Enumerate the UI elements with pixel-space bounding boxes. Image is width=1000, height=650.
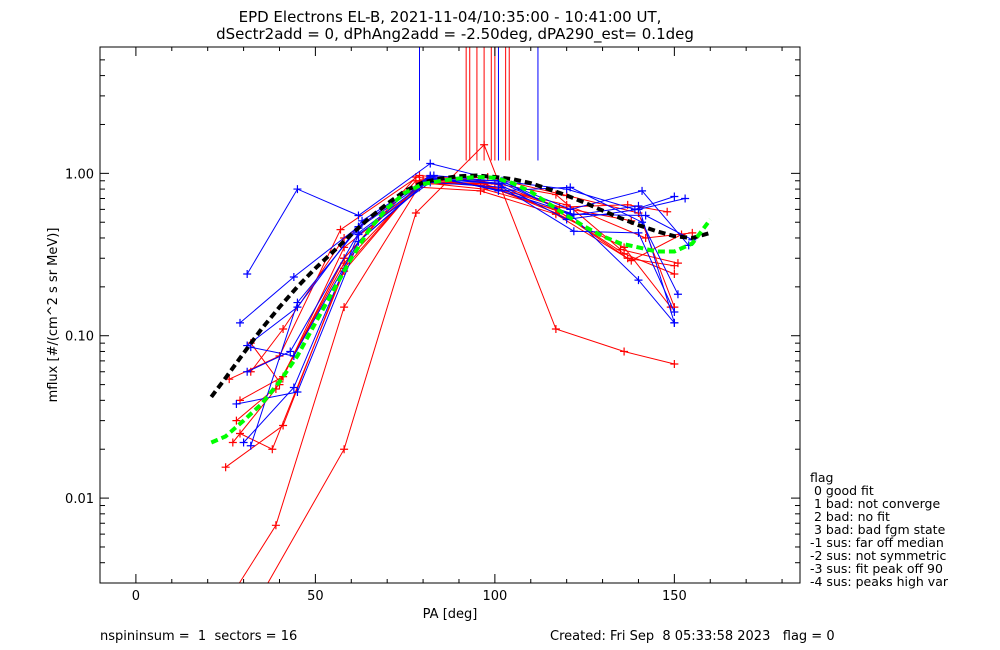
data-point	[415, 171, 424, 180]
data-point	[261, 584, 269, 592]
data-point	[286, 347, 295, 356]
data-point	[673, 259, 682, 268]
legend-item: 3 bad: bad fgm state	[810, 522, 946, 537]
data-point	[673, 290, 682, 299]
chart-title: EPD Electrons EL-B, 2021-11-04/10:35:00 …	[216, 8, 694, 44]
x-tick-label: 0	[132, 589, 140, 604]
data-point	[620, 347, 629, 356]
series-line	[250, 178, 675, 357]
data-point	[354, 211, 363, 220]
data-point	[225, 615, 233, 623]
data-point	[243, 367, 252, 376]
plot-area	[209, 47, 712, 623]
data-point	[236, 318, 244, 327]
data-point	[243, 269, 252, 278]
data-point	[670, 192, 679, 201]
data-point	[569, 227, 578, 236]
legend-item: 2 bad: no fit	[810, 509, 890, 524]
data-point	[638, 186, 647, 195]
data-point	[681, 194, 690, 203]
series-line	[246, 176, 693, 346]
data-point	[670, 359, 679, 368]
legend-item: -1 sus: far off median	[810, 535, 944, 550]
legend-item: -2 sus: not symmetric	[810, 548, 946, 563]
fit-curve	[210, 174, 712, 445]
data-point	[411, 208, 420, 217]
y-tick-label: 0.10	[65, 330, 94, 345]
data-point	[566, 183, 575, 192]
data-point	[340, 303, 349, 312]
data-point	[616, 245, 625, 254]
data-point	[246, 441, 255, 450]
data-point	[663, 207, 672, 216]
data-point	[228, 438, 237, 447]
legend-item: -3 sus: fit peak off 90	[810, 561, 943, 576]
data-point	[620, 243, 629, 252]
data-point	[670, 318, 679, 327]
data-point	[239, 438, 248, 447]
data-point	[426, 159, 435, 168]
series-line	[239, 180, 668, 401]
y-axis-label: mflux [#/(cm^2 s sr MeV)]	[46, 228, 61, 403]
data-point	[340, 445, 349, 454]
data-point	[670, 307, 679, 316]
data-point	[670, 269, 679, 278]
series-line	[236, 177, 675, 405]
data-point	[551, 325, 560, 334]
data-point	[641, 211, 650, 220]
plot-frame	[99, 46, 801, 584]
y-tick-label: 0.01	[65, 492, 94, 507]
legend-item: 1 bad: not converge	[810, 496, 940, 511]
title-line-2: dSectr2add = 0, dPhAng2add = -2.50deg, d…	[216, 25, 694, 44]
plot-series-group	[209, 47, 712, 623]
series-line	[238, 176, 675, 583]
data-point	[221, 463, 230, 472]
x-tick-label: 50	[307, 589, 324, 604]
data-point	[271, 521, 280, 530]
legend-item: -4 sus: peaks high var	[810, 574, 949, 589]
data-point	[634, 276, 643, 285]
x-axis-label: PA [deg]	[423, 607, 478, 622]
series-line	[225, 181, 675, 468]
data-point	[293, 303, 302, 312]
data-point	[293, 388, 302, 397]
series-line	[246, 162, 675, 275]
x-tick-label: 100	[482, 589, 507, 604]
data-point	[494, 185, 503, 194]
data-point	[562, 185, 571, 194]
data-point	[634, 228, 643, 237]
series-line	[243, 181, 675, 443]
data-point	[293, 185, 302, 194]
footer-right: Created: Fri Sep 8 05:33:58 2023 flag = …	[550, 629, 835, 644]
data-point	[222, 601, 230, 609]
data-point	[480, 140, 489, 149]
data-point	[279, 325, 288, 334]
data-point	[268, 445, 277, 454]
data-point	[336, 225, 345, 234]
legend-item: 0 good fit	[810, 483, 874, 498]
series-line	[246, 177, 686, 373]
y-tick-label: 1.00	[65, 167, 94, 182]
legend-title: flag	[810, 470, 833, 485]
series-line	[236, 186, 682, 421]
data-point	[236, 429, 244, 438]
axis-ticks: 0 50 100 150 0.01 0.10 1.00	[65, 46, 800, 604]
title-line-1: EPD Electrons EL-B, 2021-11-04/10:35:00 …	[239, 8, 662, 26]
data-point	[232, 399, 241, 408]
data-point	[688, 228, 697, 237]
data-point	[411, 176, 420, 185]
data-point	[289, 272, 298, 281]
data-point	[232, 416, 241, 425]
data-point	[634, 201, 643, 210]
footer-left: nspininsum = 1 sectors = 16	[100, 629, 297, 644]
data-point	[289, 383, 298, 392]
legend: flag 0 good fit 1 bad: not converge 2 ba…	[810, 470, 949, 589]
x-tick-label: 150	[662, 589, 687, 604]
